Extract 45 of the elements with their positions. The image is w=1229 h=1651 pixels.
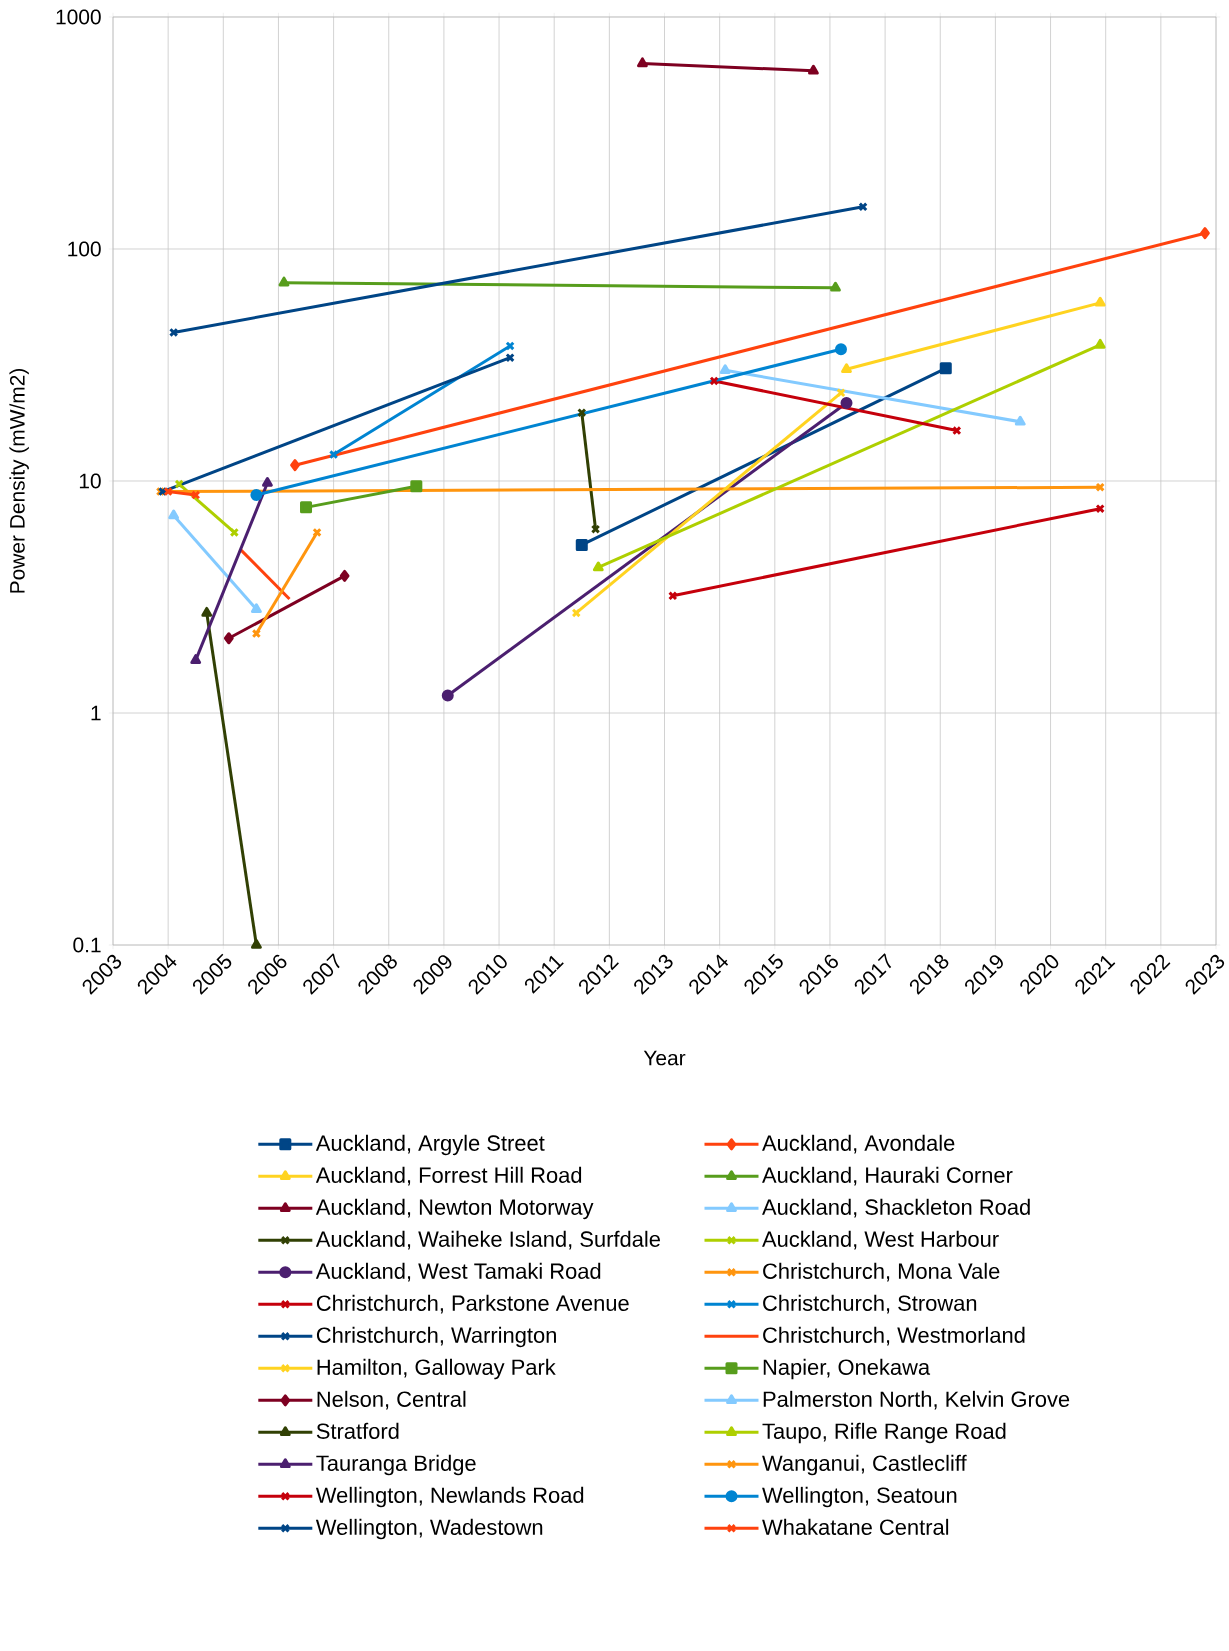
point [840, 396, 853, 409]
legend-label: Tauranga Bridge [316, 1454, 476, 1476]
legend-label: Wellington, Wadestown [315, 1518, 543, 1540]
legend-label: Wellington, Newlands Road [315, 1486, 584, 1508]
point [300, 501, 313, 514]
point [441, 689, 454, 702]
legend-label: Auckland, Argyle Street [315, 1134, 545, 1156]
legend-label: Auckland, West Harbour [762, 1230, 999, 1250]
legend-label: Palmerston North, Kelvin Grove [763, 1390, 1070, 1410]
legend-label: Auckland, Avondale [762, 1134, 955, 1154]
legend-label: Taupo, Rifle Range Road [762, 1422, 1006, 1444]
y-tick-label: 1000 [56, 9, 101, 25]
legend-label: Nelson, Central [317, 1390, 466, 1410]
y-tick-label: 10 [79, 473, 101, 489]
x-axis-title: Year [643, 1050, 686, 1066]
point [834, 343, 847, 356]
legend-label: Auckland, Forrest Hill Road [315, 1166, 582, 1186]
point [939, 362, 952, 375]
y-axis-title: Power Density (mW/m2) [9, 368, 29, 593]
y-tick-label: 0.1 [73, 937, 101, 953]
point [575, 538, 588, 551]
legend-label: Wellington, Seatoun [762, 1486, 957, 1508]
legend-label: Christchurch, Warrington [316, 1326, 556, 1348]
point [290, 459, 300, 472]
legend-label: Whakatane Central [762, 1518, 949, 1535]
legend-label: Auckland, Shackleton Road [762, 1198, 1030, 1218]
legend-label: Hamilton, Galloway Park [317, 1358, 556, 1380]
legend-label: Christchurch, Westmorland [763, 1326, 1025, 1346]
legend-label: Auckland, Newton Motorway [315, 1198, 594, 1220]
legend-label: Christchurch, Parkstone Avenue [316, 1294, 629, 1314]
point [339, 569, 350, 582]
legend-label: Christchurch, Strowan [763, 1294, 977, 1314]
legend-label: Stratford [316, 1422, 399, 1439]
legend-label: Auckland, West Tamaki Road [315, 1262, 601, 1282]
point [410, 480, 423, 493]
point [223, 632, 234, 645]
point [250, 489, 263, 502]
legend-label: Auckland, Hauraki Corner [762, 1166, 1013, 1186]
y-tick-label: 1 [91, 705, 101, 721]
point [1200, 227, 1210, 240]
legend-label: Christchurch, Mona Vale [763, 1262, 1000, 1282]
legend-label: Auckland, Waiheke Island, Surfdale [315, 1230, 660, 1250]
y-tick-label: 100 [68, 241, 101, 257]
legend-label: Wanganui, Castlecliff [762, 1454, 967, 1476]
legend-label: Napier, Onekawa [763, 1358, 931, 1380]
